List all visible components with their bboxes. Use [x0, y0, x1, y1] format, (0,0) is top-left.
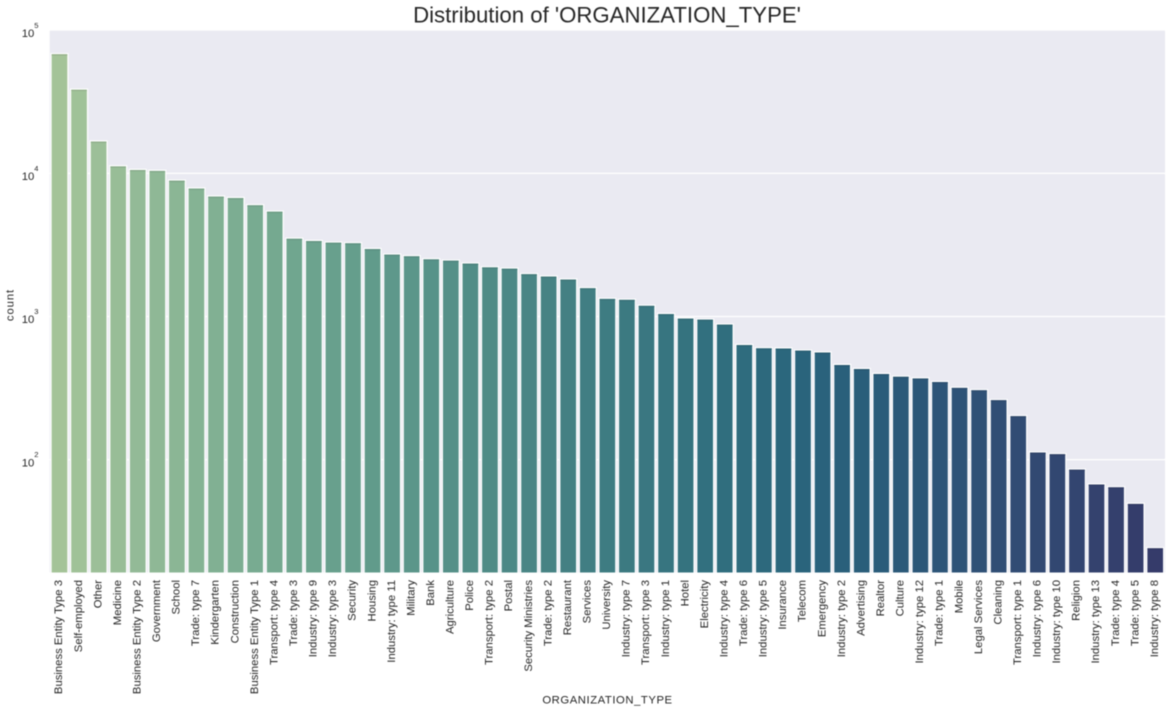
svg-text:Industry: type 2: Industry: type 2	[836, 580, 848, 657]
svg-text:Industry: type 5: Industry: type 5	[758, 580, 770, 657]
svg-text:Electricity: Electricity	[699, 580, 711, 629]
svg-text:Security Ministries: Security Ministries	[523, 580, 535, 672]
svg-text:Industry: type 8: Industry: type 8	[1149, 580, 1161, 657]
svg-text:Religion: Religion	[1071, 580, 1083, 621]
svg-text:Industry: type 9: Industry: type 9	[308, 580, 320, 657]
svg-text:Industry: type 4: Industry: type 4	[718, 580, 730, 657]
svg-text:Police: Police	[464, 580, 476, 611]
svg-text:Industry: type 13: Industry: type 13	[1090, 580, 1102, 664]
svg-text:Realtor: Realtor	[875, 580, 887, 617]
svg-text:Industry: type 3: Industry: type 3	[327, 580, 339, 657]
svg-text:Trade: type 6: Trade: type 6	[738, 580, 750, 646]
svg-text:Trade: type 3: Trade: type 3	[288, 580, 300, 646]
svg-text:Telecom: Telecom	[797, 580, 809, 622]
svg-text:Construction: Construction	[229, 580, 241, 643]
svg-text:Industry: type 7: Industry: type 7	[621, 580, 633, 657]
svg-text:Agriculture: Agriculture	[445, 580, 457, 634]
svg-text:Transport: type 3: Transport: type 3	[640, 580, 652, 665]
svg-text:Kindergarten: Kindergarten	[210, 580, 222, 645]
svg-text:Business Entity Type 3: Business Entity Type 3	[53, 580, 65, 694]
svg-text:Bank: Bank	[425, 580, 437, 606]
svg-text:Emergency: Emergency	[816, 580, 828, 637]
svg-text:Medicine: Medicine	[112, 580, 124, 625]
svg-text:Restaurant: Restaurant	[562, 579, 574, 635]
svg-text:Advertising: Advertising	[855, 580, 867, 636]
svg-text:Military: Military	[405, 580, 417, 616]
svg-text:Industry: type 12: Industry: type 12	[914, 580, 926, 664]
svg-text:Trade: type 2: Trade: type 2	[542, 580, 554, 646]
svg-text:School: School	[171, 580, 183, 615]
svg-text:Hotel: Hotel	[679, 580, 691, 606]
svg-text:Services: Services	[581, 580, 593, 624]
svg-text:Housing: Housing	[366, 580, 378, 621]
svg-text:Trade: type 4: Trade: type 4	[1110, 580, 1122, 646]
svg-text:Industry: type 1: Industry: type 1	[660, 580, 672, 657]
svg-text:Business Entity Type 2: Business Entity Type 2	[131, 580, 143, 694]
svg-text:Industry: type 11: Industry: type 11	[386, 580, 398, 663]
svg-text:Postal: Postal	[503, 580, 515, 611]
svg-text:Insurance: Insurance	[777, 580, 789, 630]
svg-text:Cleaning: Cleaning	[992, 580, 1004, 625]
svg-text:Business Entity Type 1: Business Entity Type 1	[249, 580, 261, 694]
svg-text:Trade: type 5: Trade: type 5	[1129, 580, 1141, 646]
svg-text:University: University	[601, 580, 613, 630]
svg-text:Culture: Culture	[895, 580, 907, 616]
svg-text:Other: Other	[92, 580, 104, 608]
svg-text:Transport: type 4: Transport: type 4	[268, 580, 280, 665]
svg-text:Transport: type 2: Transport: type 2	[484, 580, 496, 665]
svg-text:Industry: type 10: Industry: type 10	[1051, 580, 1063, 664]
svg-text:Trade: type 7: Trade: type 7	[190, 580, 202, 646]
svg-text:count: count	[5, 289, 17, 321]
svg-text:Government: Government	[151, 579, 163, 642]
svg-text:Industry: type 6: Industry: type 6	[1032, 580, 1044, 657]
svg-text:Distribution of 'ORGANIZATION_: Distribution of 'ORGANIZATION_TYPE'	[413, 3, 801, 28]
svg-text:Transport: type 1: Transport: type 1	[1012, 580, 1024, 665]
svg-text:Mobile: Mobile	[953, 580, 965, 613]
svg-text:ORGANIZATION_TYPE: ORGANIZATION_TYPE	[542, 694, 672, 706]
svg-text:Trade: type 1: Trade: type 1	[934, 580, 946, 646]
svg-text:Self-employed: Self-employed	[73, 580, 85, 652]
svg-text:Legal Services: Legal Services	[973, 580, 985, 654]
svg-text:Security: Security	[347, 580, 359, 621]
